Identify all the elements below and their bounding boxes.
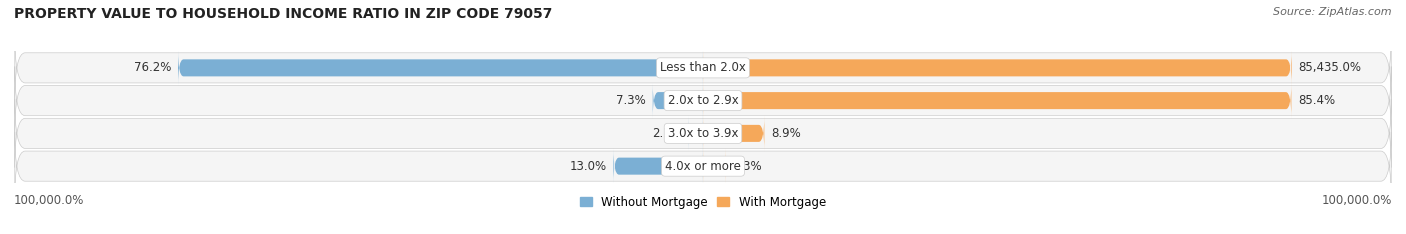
FancyBboxPatch shape: [703, 148, 725, 184]
Text: 100,000.0%: 100,000.0%: [14, 194, 84, 207]
Text: 85,435.0%: 85,435.0%: [1299, 61, 1361, 74]
FancyBboxPatch shape: [14, 66, 1392, 135]
FancyBboxPatch shape: [703, 83, 1291, 118]
FancyBboxPatch shape: [14, 99, 1392, 168]
FancyBboxPatch shape: [14, 132, 1392, 200]
Text: 7.3%: 7.3%: [616, 94, 645, 107]
Text: PROPERTY VALUE TO HOUSEHOLD INCOME RATIO IN ZIP CODE 79057: PROPERTY VALUE TO HOUSEHOLD INCOME RATIO…: [14, 7, 553, 21]
Text: 3.0x to 3.9x: 3.0x to 3.9x: [668, 127, 738, 140]
Text: 3.3%: 3.3%: [733, 160, 762, 173]
FancyBboxPatch shape: [703, 50, 1292, 86]
Text: 76.2%: 76.2%: [134, 61, 172, 74]
Text: 2.1%: 2.1%: [652, 127, 682, 140]
FancyBboxPatch shape: [179, 50, 703, 86]
Text: 100,000.0%: 100,000.0%: [1322, 194, 1392, 207]
FancyBboxPatch shape: [14, 34, 1392, 102]
FancyBboxPatch shape: [689, 116, 703, 151]
FancyBboxPatch shape: [652, 83, 703, 118]
FancyBboxPatch shape: [703, 116, 765, 151]
Text: 8.9%: 8.9%: [772, 127, 801, 140]
Text: 85.4%: 85.4%: [1298, 94, 1336, 107]
Text: 4.0x or more: 4.0x or more: [665, 160, 741, 173]
Legend: Without Mortgage, With Mortgage: Without Mortgage, With Mortgage: [575, 191, 831, 213]
Text: Source: ZipAtlas.com: Source: ZipAtlas.com: [1274, 7, 1392, 17]
Text: 13.0%: 13.0%: [569, 160, 606, 173]
Text: Less than 2.0x: Less than 2.0x: [659, 61, 747, 74]
FancyBboxPatch shape: [613, 148, 703, 184]
Text: 2.0x to 2.9x: 2.0x to 2.9x: [668, 94, 738, 107]
